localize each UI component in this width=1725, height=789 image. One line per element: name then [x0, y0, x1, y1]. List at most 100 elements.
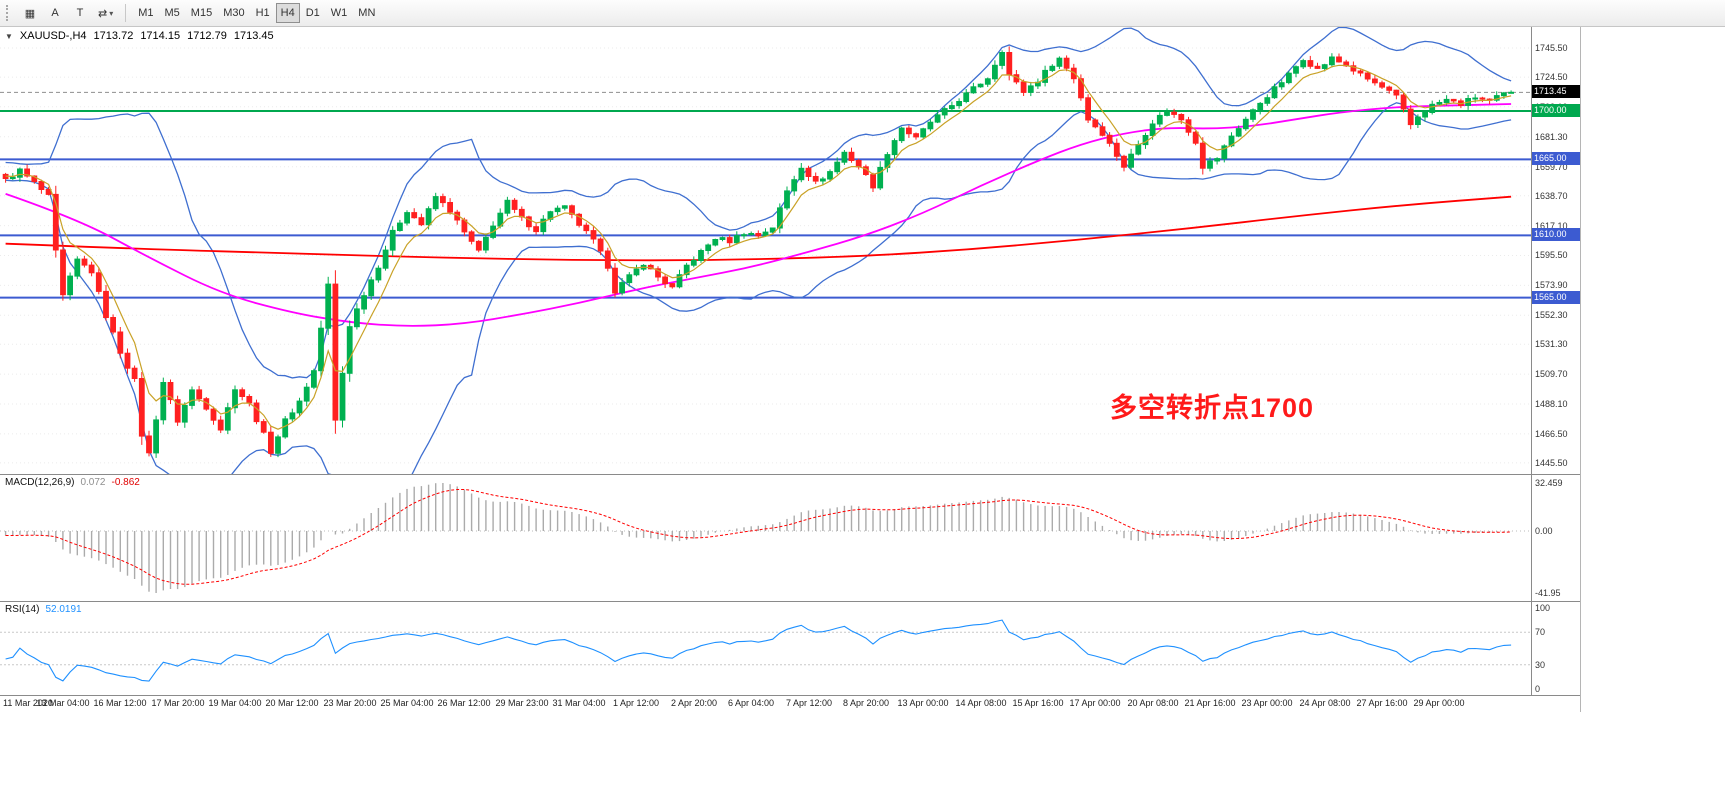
time-label: 17 Apr 00:00	[1069, 698, 1121, 708]
time-label: 14 Apr 08:00	[955, 698, 1007, 708]
timeframe-d1-button[interactable]: D1	[301, 3, 325, 23]
time-label: 24 Apr 08:00	[1299, 698, 1351, 708]
time-label: 21 Apr 16:00	[1184, 698, 1236, 708]
timeframe-h1-button[interactable]: H1	[251, 3, 275, 23]
rsi-level-lines	[0, 631, 1531, 666]
rsi-value: 52.0191	[45, 604, 82, 615]
time-label: 13 Mar 04:00	[36, 698, 90, 708]
ma-magenta-line	[5, 103, 1512, 327]
macd-signal-value: -0.862	[111, 477, 140, 488]
candles-series	[2, 46, 1514, 458]
macd-panel: MACD(12,26,9) 0.072 -0.862 32.459 0.00 -41…	[0, 475, 1580, 602]
chevron-down-icon: ▾	[109, 8, 114, 18]
toolbar-separator	[125, 4, 127, 22]
mt4-window: ▦ A T ⇄ ▾ M1 M5 M15 M30 H1 H4 D1 W1 MN ▼ …	[0, 0, 1725, 712]
price-tick-label: 1466.50	[1535, 429, 1568, 439]
text-tool-icon[interactable]: T	[68, 3, 92, 23]
price-level-badge: 1610.00	[1532, 228, 1580, 241]
time-label: 7 Apr 12:00	[785, 698, 833, 708]
macd-value: 0.072	[80, 477, 106, 488]
timeframe-mn-button[interactable]: MN	[353, 3, 380, 23]
price-tick-label: 1638.70	[1535, 191, 1568, 201]
toolbar-grip[interactable]	[6, 5, 12, 21]
price-chart-plot[interactable]	[0, 27, 1531, 474]
time-label: 20 Apr 08:00	[1127, 698, 1179, 708]
macd-axis[interactable]: 32.459 0.00 -41.95	[1531, 475, 1580, 601]
ma-yellow-line	[5, 64, 1512, 430]
percent-tool-button[interactable]: ⇄ ▾	[93, 3, 118, 23]
symbol-period-label: XAUUSD-,H4	[19, 30, 87, 42]
timeframe-m30-button[interactable]: M30	[218, 3, 249, 23]
macd-signal-line	[5, 489, 1512, 585]
macd-header: MACD(12,26,9) 0.072 -0.862	[5, 477, 140, 488]
rsi-scale-label: 70	[1535, 627, 1546, 637]
time-label: 15 Apr 16:00	[1012, 698, 1064, 708]
time-label: 31 Mar 04:00	[552, 698, 606, 708]
time-label: 13 Apr 00:00	[897, 698, 949, 708]
ohlc-close: 1713.45	[233, 30, 274, 42]
time-label: 1 Apr 12:00	[612, 698, 660, 708]
chart-window: ▼ XAUUSD-,H4 1713.72 1714.15 1712.79 171…	[0, 27, 1581, 712]
price-tick-label: 1681.30	[1535, 132, 1568, 142]
price-axis[interactable]: 1445.50 1466.50 1488.10 1509.70 1531.30 1552.…	[1531, 27, 1580, 474]
price-level-badge: 1565.00	[1532, 291, 1580, 304]
collapse-icon[interactable]: ▼	[5, 31, 13, 41]
price-tick-label: 1745.50	[1535, 43, 1568, 53]
price-tick-label: 1595.50	[1535, 250, 1568, 260]
price-tick-label: 1573.90	[1535, 280, 1568, 290]
time-label: 6 Apr 04:00	[727, 698, 775, 708]
ohlc-low: 1712.79	[187, 30, 227, 42]
timeframe-w1-button[interactable]: W1	[326, 3, 353, 23]
timeframe-m1-button[interactable]: M1	[133, 3, 158, 23]
rsi-header: RSI(14) 52.0191	[5, 604, 82, 615]
price-tick-label: 1509.70	[1535, 369, 1568, 379]
rsi-panel: RSI(14) 52.0191 100 70 30 0	[0, 602, 1580, 696]
price-tick-label: 1659.70	[1535, 162, 1568, 172]
price-tick-label: 1724.50	[1535, 72, 1568, 82]
price-tick-label: 1445.50	[1535, 458, 1568, 468]
rsi-line	[5, 619, 1512, 682]
rsi-axis[interactable]: 100 70 30 0	[1531, 602, 1580, 695]
time-label: 26 Mar 12:00	[437, 698, 491, 708]
ohlc-open: 1713.72	[93, 30, 134, 42]
macd-histogram	[4, 483, 1512, 593]
time-label: 23 Mar 20:00	[323, 698, 377, 708]
time-label: 20 Mar 12:00	[265, 698, 319, 708]
rsi-scale-label: 0	[1535, 684, 1541, 694]
rsi-plot[interactable]	[0, 602, 1531, 695]
price-level-badge: 1700.00	[1532, 104, 1580, 117]
toolbar: ▦ A T ⇄ ▾ M1 M5 M15 M30 H1 H4 D1 W1 MN	[0, 0, 1725, 27]
macd-plot[interactable]	[0, 475, 1531, 601]
rsi-scale-label: 100	[1535, 603, 1551, 613]
time-label: 23 Apr 00:00	[1241, 698, 1293, 708]
time-label: 29 Apr 00:00	[1413, 698, 1465, 708]
time-axis[interactable]: 11 Mar 2020 13 Mar 04:00 16 Mar 12:00 17 Ma…	[0, 696, 1580, 712]
time-label: 11 Mar 2020	[3, 698, 53, 708]
timeframe-m15-button[interactable]: M15	[186, 3, 217, 23]
time-label: 2 Apr 20:00	[670, 698, 718, 708]
macd-scale-label: 0.00	[1535, 526, 1553, 536]
time-label: 19 Mar 04:00	[208, 698, 262, 708]
price-level-badge: 1665.00	[1532, 152, 1580, 165]
price-tick-label: 1531.30	[1535, 339, 1568, 349]
time-label: 16 Mar 12:00	[93, 698, 147, 708]
macd-scale-label: 32.459	[1535, 478, 1563, 488]
horizontal-level-lines	[0, 109, 1531, 299]
timeframe-h4-button[interactable]: H4	[275, 3, 300, 23]
cursor-tool-icon[interactable]: A	[43, 3, 67, 23]
time-label: 27 Apr 16:00	[1356, 698, 1408, 708]
rsi-label: RSI(14)	[5, 604, 40, 615]
chart-grid-icon[interactable]: ▦	[18, 3, 42, 23]
time-label: 8 Apr 20:00	[842, 698, 890, 708]
macd-label: MACD(12,26,9)	[5, 477, 75, 488]
price-tick-label: 1488.10	[1535, 399, 1568, 409]
timeframe-m5-button[interactable]: M5	[160, 3, 185, 23]
price-tick-label: 1617.10	[1535, 221, 1568, 231]
chart-header: ▼ XAUUSD-,H4 1713.72 1714.15 1712.79 171…	[5, 30, 274, 42]
chart-annotation-text[interactable]: 多空转折点1700	[1110, 393, 1315, 423]
percent-arrows-icon: ⇄	[98, 7, 108, 20]
ma-red-line	[5, 195, 1512, 262]
macd-scale-label: -41.95	[1535, 588, 1561, 598]
price-tick-label: 1552.30	[1535, 310, 1568, 320]
ohlc-high: 1714.15	[140, 30, 181, 42]
